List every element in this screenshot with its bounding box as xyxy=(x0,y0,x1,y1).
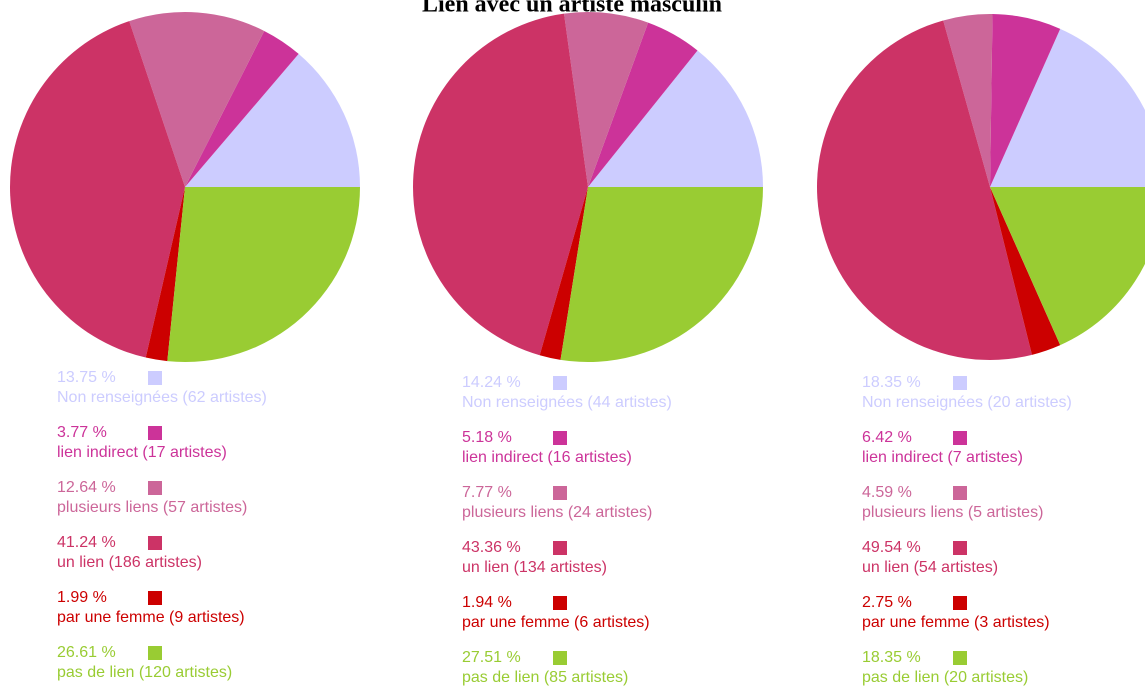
legend-value: 1.99 % xyxy=(57,589,107,606)
legend-value: 43.36 % xyxy=(462,539,521,556)
pie-slice xyxy=(10,21,186,358)
legend-label: lien indirect (16 artistes) xyxy=(462,449,632,466)
pie-slice xyxy=(413,13,588,356)
pie-slice xyxy=(588,22,698,187)
legend-label: par une femme (6 artistes) xyxy=(462,614,650,631)
pie-slice xyxy=(129,12,265,188)
legend-label: plusieurs liens (57 artistes) xyxy=(57,499,247,516)
pie-slice xyxy=(990,14,1061,187)
pie-slice xyxy=(990,187,1061,355)
legend-swatch xyxy=(553,651,567,665)
legend-swatch xyxy=(148,646,162,660)
pie-slice xyxy=(943,14,993,187)
legend-value: 12.64 % xyxy=(57,479,116,496)
legend-value: 49.54 % xyxy=(862,539,921,556)
legend-value: 14.24 % xyxy=(462,374,521,391)
pie-slice xyxy=(539,187,588,360)
legend-value: 1.94 % xyxy=(462,594,512,611)
legend-label: lien indirect (7 artistes) xyxy=(862,449,1023,466)
legend-value: 13.75 % xyxy=(57,369,116,386)
pie-slice xyxy=(167,187,360,362)
legend-swatch xyxy=(953,431,967,445)
legend-label: plusieurs liens (5 artistes) xyxy=(862,504,1043,521)
legend-label: pas de lien (85 artistes) xyxy=(462,669,628,686)
legend-swatch xyxy=(553,486,567,500)
legend-label: Non renseignées (62 artistes) xyxy=(57,389,267,406)
legend-value: 26.61 % xyxy=(57,644,116,661)
pie-slice xyxy=(563,12,649,188)
legend-label: pas de lien (120 artistes) xyxy=(57,664,232,681)
legend-swatch xyxy=(953,651,967,665)
pie-slice xyxy=(560,187,763,362)
legend-swatch xyxy=(553,376,567,390)
legend-label: plusieurs liens (24 artistes) xyxy=(462,504,652,521)
legend-swatch xyxy=(553,596,567,610)
legend-swatch xyxy=(953,486,967,500)
legend-swatch xyxy=(148,371,162,385)
legend-value: 5.18 % xyxy=(462,429,512,446)
legend-swatch xyxy=(953,596,967,610)
legend-value: 2.75 % xyxy=(862,594,912,611)
pie-slice xyxy=(185,53,360,187)
pie-slice xyxy=(185,30,299,187)
legend-label: un lien (134 artistes) xyxy=(462,559,607,576)
legend-label: Non renseignées (20 artistes) xyxy=(862,394,1072,411)
legend-value: 41.24 % xyxy=(57,534,116,551)
legend-swatch xyxy=(553,431,567,445)
pie-slice xyxy=(817,20,1032,360)
legend-value: 4.59 % xyxy=(862,484,912,501)
pie-slice xyxy=(990,187,1145,346)
pie-slice xyxy=(588,50,763,187)
legend-value: 7.77 % xyxy=(462,484,512,501)
legend-label: par une femme (9 artistes) xyxy=(57,609,245,626)
legend-value: 3.77 % xyxy=(57,424,107,441)
legend-swatch xyxy=(148,536,162,550)
legend-value: 27.51 % xyxy=(462,649,521,666)
legend-swatch xyxy=(148,426,162,440)
legend-swatch xyxy=(148,591,162,605)
legend-label: pas de lien (20 artistes) xyxy=(862,669,1028,686)
legend-label: Non renseignées (44 artistes) xyxy=(462,394,672,411)
legend-label: lien indirect (17 artistes) xyxy=(57,444,227,461)
legend-label: un lien (186 artistes) xyxy=(57,554,202,571)
legend-value: 18.35 % xyxy=(862,374,921,391)
pie-slice xyxy=(145,187,185,362)
legend-swatch xyxy=(953,376,967,390)
legend-value: 18.35 % xyxy=(862,649,921,666)
pie-slice xyxy=(990,28,1145,187)
legend-value: 6.42 % xyxy=(862,429,912,446)
legend-label: par une femme (3 artistes) xyxy=(862,614,1050,631)
legend-label: un lien (54 artistes) xyxy=(862,559,998,576)
legend-swatch xyxy=(148,481,162,495)
legend-swatch xyxy=(953,541,967,555)
legend-swatch xyxy=(553,541,567,555)
chart-title: Lien avec un artiste masculin xyxy=(422,0,722,18)
